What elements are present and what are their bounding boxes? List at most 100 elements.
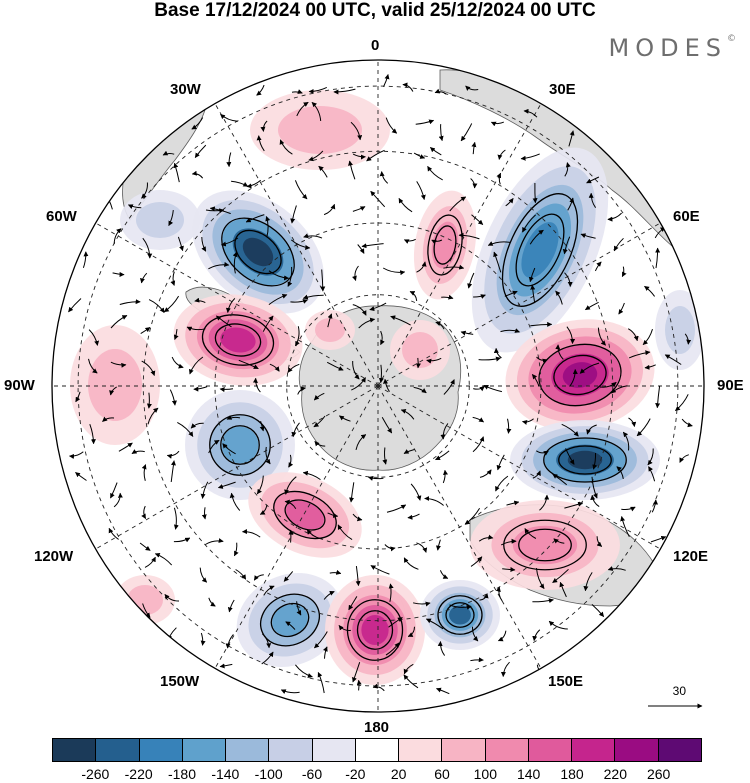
contour-ring [553, 354, 607, 396]
wind-vector [621, 506, 636, 512]
wind-vector [306, 529, 322, 540]
wind-vector [500, 538, 517, 546]
wind-vector [355, 566, 361, 587]
wind-vector [208, 261, 230, 270]
wind-vector [440, 423, 449, 440]
wind-vector [173, 537, 191, 543]
wind-vector [168, 210, 174, 227]
contour-ring [445, 602, 475, 628]
wind-vector [402, 82, 414, 92]
wind-vector [112, 271, 125, 277]
wind-vector [568, 130, 575, 147]
wind-vector [256, 135, 265, 152]
wind-vector [225, 298, 236, 313]
wind-vector [369, 302, 387, 312]
wind-vector [412, 601, 431, 607]
wind-vector [290, 205, 297, 224]
wind-vector [416, 542, 428, 553]
lon-label-30e: 30E [549, 81, 576, 98]
wind-vector [496, 454, 505, 471]
wind-vector [679, 454, 689, 463]
wind-vector [495, 475, 509, 492]
colorbar-swatch [485, 739, 529, 761]
wind-vector [238, 359, 259, 370]
wind-vector [403, 238, 416, 244]
wind-vector [496, 172, 502, 185]
wind-vector [487, 241, 511, 246]
wind-vector [622, 431, 630, 451]
wind-vector [209, 206, 231, 215]
wind-vector [308, 150, 324, 162]
wind-vector [219, 663, 233, 669]
wind-vector [284, 476, 297, 495]
wind-vector [268, 270, 290, 281]
wind-vector [403, 557, 419, 570]
colorbar-ticks: -260 -220 -180 -140 -100 -60 -20 20 60 100 140 180 2… [52, 766, 702, 782]
wind-vector [426, 357, 442, 364]
wind-vector [329, 569, 342, 575]
wind-vector [199, 567, 208, 583]
wind-vector [283, 571, 294, 582]
meridian [95, 222, 379, 387]
anomaly-level [278, 106, 362, 154]
wind-vector [265, 216, 271, 238]
wind-vector [352, 153, 366, 160]
colorbar-tick-label: 60 [434, 766, 450, 782]
wind-vector [259, 505, 268, 515]
wind-vector [479, 469, 492, 478]
wind-vector [352, 360, 360, 380]
wind-vector [384, 544, 396, 552]
wind-vector [442, 469, 448, 484]
wind-vector [317, 671, 325, 694]
anomaly-level [361, 615, 389, 645]
wind-vector [294, 326, 300, 347]
wind-vector [127, 204, 142, 209]
wind-vector [256, 475, 264, 495]
modes-logo: MODES© [609, 34, 736, 62]
wind-vector [352, 513, 363, 522]
wind-vector [171, 356, 184, 369]
wind-vector [497, 149, 506, 160]
wind-vector [227, 599, 235, 613]
copyright-mark: © [727, 34, 736, 44]
wind-vector [88, 329, 100, 346]
wind-vector [655, 247, 661, 269]
wind-vector [327, 512, 339, 518]
wind-vector [69, 451, 84, 459]
wind-vector [532, 182, 538, 204]
wind-vector [220, 237, 239, 247]
meridian [214, 385, 379, 669]
wind-vector [287, 363, 300, 373]
wind-vector [471, 141, 477, 155]
wind-vectors [68, 74, 693, 695]
wind-vector [664, 354, 682, 365]
wind-vector [416, 181, 426, 200]
wind-vector [435, 321, 445, 330]
wind-vector [173, 329, 179, 340]
wind-vector [337, 524, 353, 541]
wind-vector [261, 651, 274, 665]
wind-vector [318, 165, 328, 178]
wind-vector [142, 603, 151, 618]
wind-vector [532, 629, 541, 642]
wind-vector [110, 482, 118, 499]
wind-vector [173, 507, 179, 530]
wind-vector [470, 657, 484, 663]
wind-vector [520, 153, 540, 161]
wind-vector [548, 620, 568, 630]
lon-label-30w: 30W [170, 81, 201, 98]
anomaly-level [136, 202, 184, 238]
wind-vector [506, 500, 520, 506]
wind-vector [352, 304, 367, 316]
wind-vector [217, 481, 236, 489]
wind-vector [627, 328, 639, 342]
lon-label-120e: 120E [673, 548, 709, 565]
lon-label-0: 0 [371, 37, 380, 54]
wind-vector [338, 415, 351, 422]
colorbar-swatch [96, 739, 140, 761]
anomaly-level [567, 450, 603, 470]
wind-vector [173, 162, 180, 183]
contour-ring [273, 490, 337, 540]
wind-vector [191, 117, 204, 130]
